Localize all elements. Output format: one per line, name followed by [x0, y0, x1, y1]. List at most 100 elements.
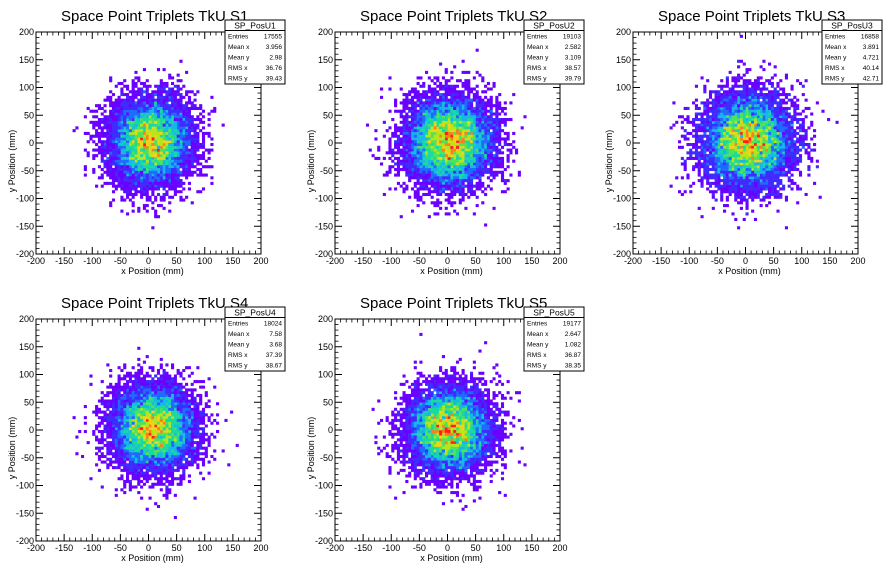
histogram-bin	[416, 129, 420, 133]
histogram-bin	[776, 109, 780, 113]
histogram-bin	[142, 206, 146, 210]
histogram-bin	[793, 140, 797, 144]
histogram-bin	[171, 154, 175, 158]
histogram-bin	[109, 131, 113, 135]
histogram-bin	[458, 156, 462, 160]
histogram-bin	[768, 154, 772, 158]
histogram-bin	[201, 187, 206, 191]
histogram-bin	[120, 179, 124, 183]
histogram-bin	[776, 131, 780, 135]
histogram-bin	[708, 173, 713, 177]
histogram-bin	[427, 115, 431, 119]
histogram-bin	[759, 181, 763, 185]
histogram-bin	[185, 101, 189, 105]
histogram-bin	[199, 143, 203, 147]
histogram-bin	[759, 137, 763, 141]
histogram-bin	[723, 131, 727, 135]
histogram-bin	[756, 87, 760, 91]
histogram-bin	[162, 198, 166, 202]
histogram-bin	[728, 156, 732, 160]
histogram-bin	[717, 109, 721, 113]
histogram-bin	[748, 143, 752, 147]
histogram-bin	[120, 170, 124, 174]
histogram-bin	[692, 145, 696, 149]
histogram-bin	[120, 126, 124, 130]
histogram-bin	[410, 137, 415, 141]
histogram-bin	[455, 156, 460, 160]
histogram-bin	[753, 109, 758, 113]
histogram-bin	[402, 98, 406, 102]
histogram-bin	[154, 154, 158, 158]
histogram-bin	[95, 120, 99, 124]
histogram-bin	[489, 151, 493, 155]
histogram-bin	[207, 165, 211, 169]
y-tick-label: 0	[626, 138, 631, 148]
histogram-bin	[111, 118, 116, 122]
histogram-bin	[711, 134, 715, 138]
histogram-bin	[787, 106, 791, 110]
histogram-bin	[790, 118, 794, 122]
histogram-bin	[444, 134, 448, 138]
histogram-bin	[793, 104, 797, 108]
histogram-bin	[458, 118, 462, 122]
histogram-bin	[171, 95, 175, 99]
histogram-bin	[416, 181, 420, 185]
histogram-bin	[714, 140, 718, 144]
histogram-bin	[441, 156, 445, 160]
histogram-bin	[148, 187, 152, 191]
histogram-bin	[185, 134, 189, 138]
histogram-bin	[756, 95, 760, 99]
histogram-bin	[142, 134, 146, 138]
histogram-bin	[168, 184, 172, 188]
histogram-bin	[762, 156, 766, 160]
histogram-bin	[455, 134, 460, 138]
histogram-bin	[756, 165, 760, 169]
histogram-bin	[697, 154, 701, 158]
histogram-bin	[762, 118, 766, 122]
histogram-bin	[444, 212, 448, 216]
histogram-bin	[151, 104, 155, 108]
histogram-bin	[751, 126, 755, 130]
histogram-bin	[436, 115, 440, 119]
histogram-bin	[145, 198, 149, 202]
histogram-bin	[470, 106, 474, 110]
histogram-bin	[114, 84, 118, 88]
histogram-bin	[207, 118, 211, 122]
histogram-bin	[751, 109, 755, 113]
histogram-bin	[126, 154, 130, 158]
histogram-bin	[154, 84, 158, 88]
histogram-bin	[145, 192, 149, 197]
histogram-bin	[142, 123, 146, 127]
histogram-bin	[103, 159, 107, 163]
histogram-bin	[745, 112, 749, 116]
histogram-bin	[486, 137, 490, 141]
histogram-bin	[495, 118, 499, 122]
histogram-bin	[405, 151, 409, 155]
histogram-bin	[145, 123, 149, 127]
histogram-bin	[140, 106, 144, 110]
histogram-bin	[484, 126, 488, 130]
histogram-bin	[717, 143, 721, 147]
histogram-bin	[737, 167, 741, 172]
histogram-bin	[117, 173, 121, 177]
histogram-bin	[447, 87, 451, 91]
histogram-bin	[675, 176, 679, 180]
histogram-bin	[156, 162, 161, 166]
histogram-bin	[151, 170, 155, 174]
histogram-bin	[455, 176, 460, 180]
histogram-bin	[140, 143, 144, 147]
histogram-bin	[148, 181, 152, 185]
histogram-bin	[126, 212, 130, 216]
histogram-bin	[408, 151, 412, 155]
histogram-bin	[478, 151, 482, 155]
histogram-bin	[731, 137, 735, 141]
histogram-bin	[179, 151, 183, 155]
histogram-bin	[162, 156, 166, 160]
histogram-bin	[725, 140, 729, 144]
histogram-bin	[481, 190, 485, 194]
histogram-bin	[734, 109, 738, 113]
histogram-bin	[131, 441, 135, 445]
histogram-bin	[464, 81, 468, 86]
histogram-bin	[450, 129, 454, 133]
histogram-bin	[430, 181, 434, 185]
